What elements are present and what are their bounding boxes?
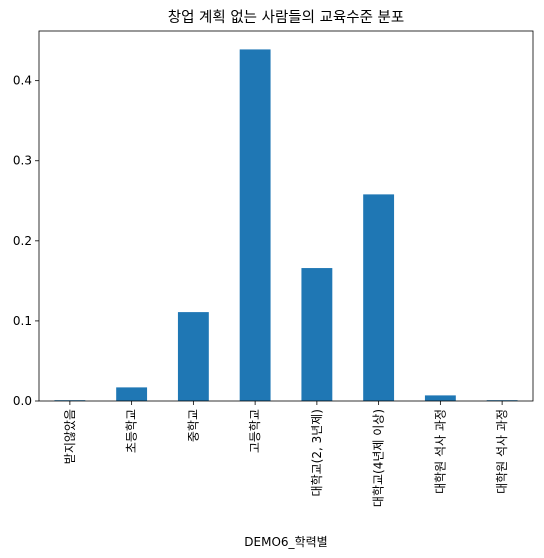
y-tick-label: 0.1 bbox=[13, 314, 32, 328]
x-tick-label: 받지않았음 bbox=[63, 409, 77, 464]
bar bbox=[116, 387, 148, 401]
x-axis: 받지않았음 초등학교 중학교 고등학교 대학교(2, 3년제) 대학교(4년제 이상) 대학… bbox=[63, 401, 509, 507]
x-tick-label: 대학교(4년제 이상) bbox=[372, 409, 386, 507]
chart-title: 창업 계획 없는 사람들의 교육수준 분포 bbox=[168, 9, 404, 26]
bar bbox=[239, 49, 271, 401]
bar bbox=[363, 194, 395, 401]
y-tick-label: 0.2 bbox=[13, 234, 32, 248]
x-tick-label: 중학교 bbox=[186, 409, 200, 442]
x-tick-label: 대학원 석사 과정 bbox=[433, 409, 447, 494]
bar bbox=[486, 400, 518, 401]
bar bbox=[54, 400, 86, 401]
x-tick-label: 대학교(2, 3년제) bbox=[310, 409, 324, 496]
y-tick-label: 0.4 bbox=[13, 74, 32, 88]
bar bbox=[177, 312, 209, 401]
x-tick-label: 초등학교 bbox=[125, 409, 139, 453]
y-tick-label: 0.3 bbox=[13, 154, 32, 168]
y-tick-label: 0.0 bbox=[13, 394, 32, 408]
x-axis-label: DEMO6_학력별 bbox=[244, 535, 327, 549]
bar bbox=[301, 268, 333, 401]
plot-frame bbox=[38, 30, 534, 402]
y-axis: 0.0 0.1 0.2 0.3 0.4 bbox=[13, 74, 39, 408]
bar bbox=[424, 395, 456, 401]
x-tick-label: 고등학교 bbox=[248, 409, 262, 453]
x-tick-label: 대학원 석사 과정 bbox=[495, 409, 509, 494]
bars-group bbox=[54, 49, 518, 401]
